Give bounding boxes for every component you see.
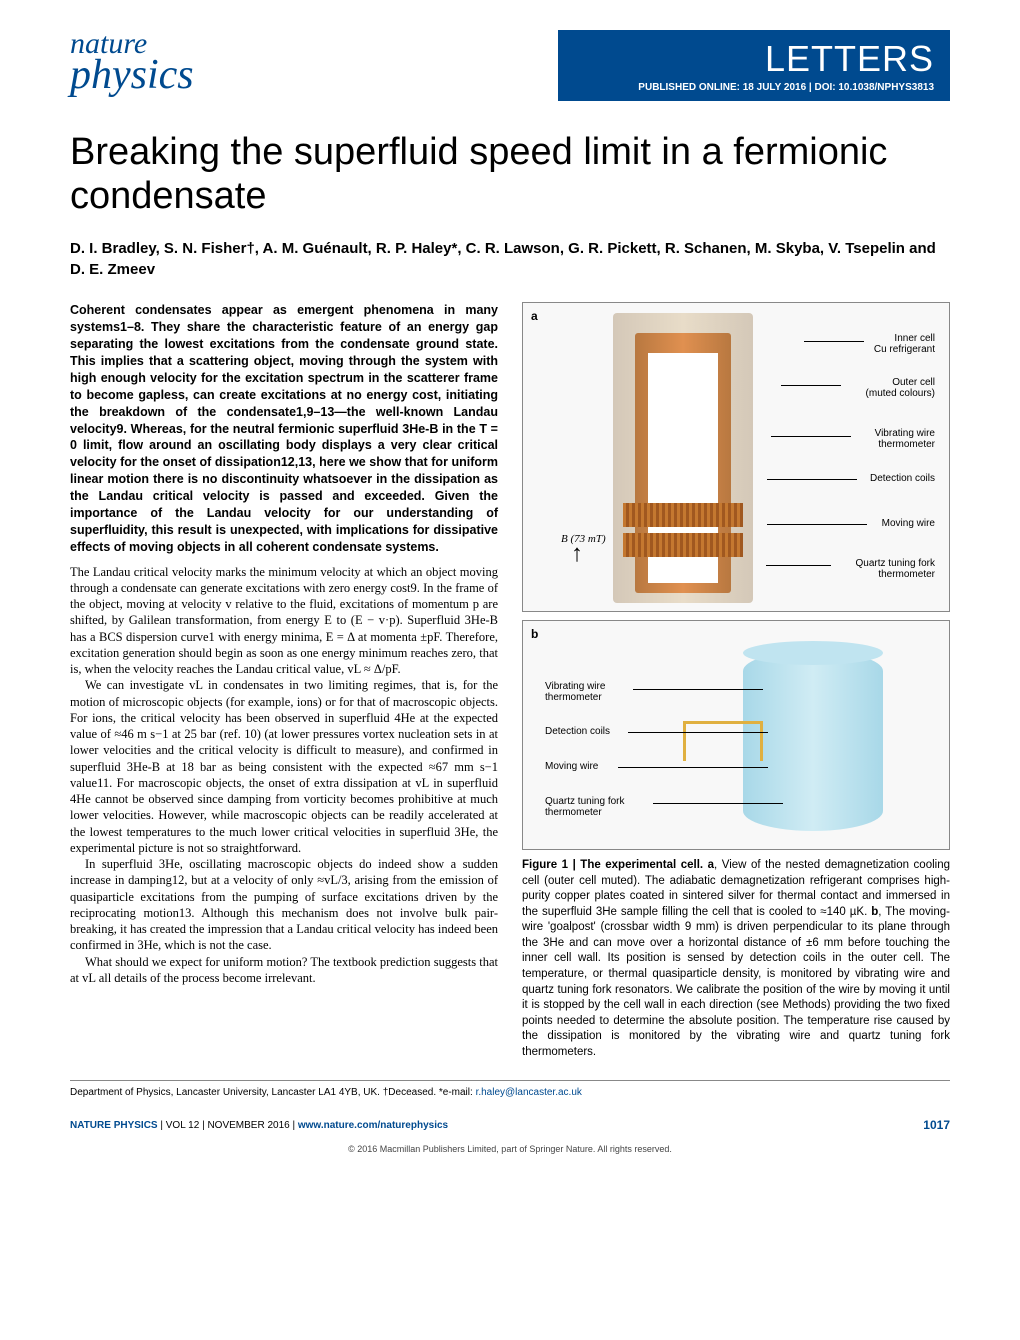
journal-info: NATURE PHYSICS | VOL 12 | NOVEMBER 2016 … — [70, 1120, 448, 1131]
leader-line — [618, 767, 768, 768]
leader-line — [804, 341, 864, 342]
label-quartz-fork: Quartz tuning fork thermometer — [856, 558, 935, 580]
panel-a-label: a — [531, 309, 538, 323]
right-column: a Inner cell Cu refrigerant Outer cell (… — [522, 302, 950, 1060]
leader-line — [771, 436, 851, 437]
page-footer: NATURE PHYSICS | VOL 12 | NOVEMBER 2016 … — [70, 1118, 950, 1132]
copyright: © 2016 Macmillan Publishers Limited, par… — [70, 1144, 950, 1154]
publication-line: PUBLISHED ONLINE: 18 JULY 2016 | DOI: 10… — [638, 82, 934, 93]
leader-line — [781, 385, 841, 386]
label-vib-wire-b: Vibrating wire thermometer — [545, 681, 605, 703]
affiliation-text: Department of Physics, Lancaster Univers… — [70, 1087, 476, 1098]
label-detection-coils-b: Detection coils — [545, 726, 610, 737]
caption-b: , The moving-wire 'goalpost' (crossbar w… — [522, 906, 950, 1058]
leader-line — [767, 479, 857, 480]
figure-panel-b: b Vibrating wire thermometer Detection c… — [522, 620, 950, 850]
affiliation: Department of Physics, Lancaster Univers… — [70, 1087, 950, 1098]
label-outer-cell: Outer cell (muted colours) — [866, 377, 935, 399]
label-vib-wire: Vibrating wire thermometer — [875, 428, 935, 450]
label-inner-cell: Inner cell Cu refrigerant — [874, 333, 935, 355]
journal-name: NATURE PHYSICS — [70, 1120, 158, 1131]
page-number: 1017 — [923, 1118, 950, 1132]
coil-band-lower — [623, 533, 743, 557]
email-link[interactable]: r.haley@lancaster.ac.uk — [476, 1087, 582, 1098]
goalpost-wire — [683, 721, 763, 761]
leader-line — [653, 803, 783, 804]
coil-band-upper — [623, 503, 743, 527]
leader-line — [633, 689, 763, 690]
panel-b-label: b — [531, 627, 538, 641]
journal-url[interactable]: www.nature.com/naturephysics — [298, 1120, 448, 1131]
caption-lead: Figure 1 | The experimental cell. a — [522, 859, 714, 871]
figure-panel-a: a Inner cell Cu refrigerant Outer cell (… — [522, 302, 950, 612]
b-field-arrow: B (73 mT) ↑ — [561, 533, 606, 568]
article-title: Breaking the superfluid speed limit in a… — [70, 131, 950, 218]
section-label: LETTERS — [638, 38, 934, 80]
cylinder-b — [743, 651, 883, 831]
footer-separator: Department of Physics, Lancaster Univers… — [70, 1080, 950, 1098]
body-p1: The Landau critical velocity marks the m… — [70, 564, 498, 678]
label-quartz-fork-b: Quartz tuning fork thermometer — [545, 796, 624, 818]
vol-info: | VOL 12 | NOVEMBER 2016 | — [158, 1120, 298, 1131]
top-banner: nature physics LETTERS PUBLISHED ONLINE:… — [70, 30, 950, 101]
label-moving-wire: Moving wire — [882, 518, 935, 529]
left-column: Coherent condensates appear as emergent … — [70, 302, 498, 1060]
body-p4: What should we expect for uniform motion… — [70, 954, 498, 987]
letters-box: LETTERS PUBLISHED ONLINE: 18 JULY 2016 |… — [558, 30, 950, 101]
label-detection-coils: Detection coils — [870, 473, 935, 484]
figure-caption: Figure 1 | The experimental cell. a, Vie… — [522, 858, 950, 1060]
label-moving-wire-b: Moving wire — [545, 761, 598, 772]
leader-line — [628, 732, 768, 733]
body-p2: We can investigate vL in condensates in … — [70, 677, 498, 856]
author-list: D. I. Bradley, S. N. Fisher†, A. M. Guén… — [70, 238, 950, 280]
leader-line — [766, 565, 831, 566]
abstract: Coherent condensates appear as emergent … — [70, 302, 498, 555]
journal-logo: nature physics — [70, 30, 194, 101]
leader-line — [767, 524, 867, 525]
body-p3: In superfluid 3He, oscillating macroscop… — [70, 856, 498, 954]
logo-physics: physics — [70, 57, 194, 95]
